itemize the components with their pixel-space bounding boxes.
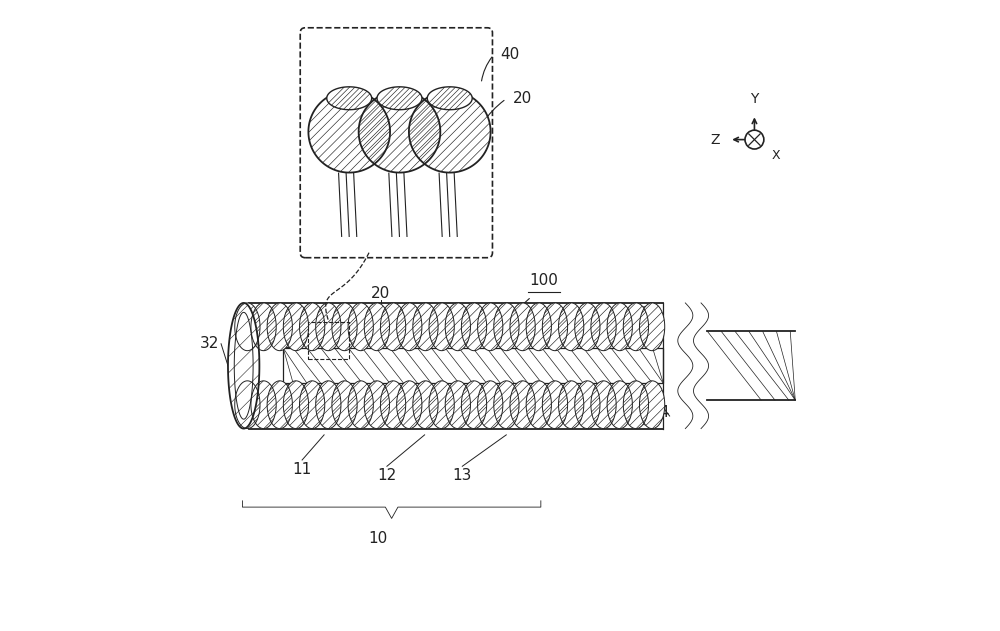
Polygon shape bbox=[283, 381, 309, 428]
Polygon shape bbox=[308, 91, 390, 172]
Polygon shape bbox=[300, 381, 325, 428]
Polygon shape bbox=[359, 91, 440, 172]
Polygon shape bbox=[409, 91, 491, 172]
Polygon shape bbox=[623, 381, 649, 428]
Text: 10: 10 bbox=[368, 531, 387, 546]
Polygon shape bbox=[494, 381, 519, 428]
Polygon shape bbox=[478, 381, 503, 428]
Polygon shape bbox=[427, 87, 472, 110]
Polygon shape bbox=[267, 303, 292, 351]
Polygon shape bbox=[526, 303, 551, 351]
Polygon shape bbox=[316, 303, 341, 351]
Polygon shape bbox=[251, 303, 276, 351]
Polygon shape bbox=[494, 303, 519, 351]
Polygon shape bbox=[591, 303, 616, 351]
Polygon shape bbox=[235, 381, 260, 428]
Polygon shape bbox=[639, 303, 665, 351]
Text: 100: 100 bbox=[530, 273, 558, 288]
Text: 12: 12 bbox=[377, 468, 397, 483]
Polygon shape bbox=[429, 303, 454, 351]
Polygon shape bbox=[591, 381, 616, 428]
Polygon shape bbox=[300, 303, 325, 351]
Text: 13: 13 bbox=[453, 468, 472, 483]
Polygon shape bbox=[559, 303, 584, 351]
Polygon shape bbox=[707, 331, 795, 400]
Polygon shape bbox=[380, 381, 406, 428]
Polygon shape bbox=[445, 381, 470, 428]
Polygon shape bbox=[461, 303, 487, 351]
Polygon shape bbox=[575, 303, 600, 351]
Text: 40: 40 bbox=[500, 47, 519, 62]
Polygon shape bbox=[607, 381, 632, 428]
Polygon shape bbox=[510, 381, 535, 428]
Text: 20: 20 bbox=[371, 286, 390, 301]
Text: 40: 40 bbox=[264, 408, 283, 423]
Polygon shape bbox=[377, 87, 422, 110]
Polygon shape bbox=[429, 381, 454, 428]
Polygon shape bbox=[526, 381, 551, 428]
Polygon shape bbox=[623, 303, 649, 351]
Polygon shape bbox=[542, 381, 568, 428]
Polygon shape bbox=[413, 381, 438, 428]
Polygon shape bbox=[607, 303, 632, 351]
Polygon shape bbox=[228, 303, 259, 428]
Polygon shape bbox=[559, 381, 584, 428]
Polygon shape bbox=[413, 303, 438, 351]
Polygon shape bbox=[380, 303, 406, 351]
Text: X: X bbox=[771, 149, 780, 162]
Polygon shape bbox=[364, 381, 390, 428]
Polygon shape bbox=[639, 381, 665, 428]
Polygon shape bbox=[575, 381, 600, 428]
Polygon shape bbox=[397, 303, 422, 351]
Circle shape bbox=[745, 130, 764, 149]
Polygon shape bbox=[283, 348, 663, 384]
Text: 11: 11 bbox=[292, 462, 312, 477]
Polygon shape bbox=[327, 87, 372, 110]
Polygon shape bbox=[316, 381, 341, 428]
Polygon shape bbox=[478, 303, 503, 351]
Polygon shape bbox=[461, 381, 487, 428]
Polygon shape bbox=[267, 381, 292, 428]
Polygon shape bbox=[397, 381, 422, 428]
Bar bbox=[308, 322, 349, 360]
Polygon shape bbox=[348, 381, 373, 428]
Polygon shape bbox=[445, 303, 470, 351]
FancyBboxPatch shape bbox=[300, 28, 492, 257]
Text: 20: 20 bbox=[513, 91, 532, 106]
Polygon shape bbox=[510, 303, 535, 351]
Text: 32: 32 bbox=[200, 336, 219, 351]
Polygon shape bbox=[235, 303, 260, 351]
Polygon shape bbox=[332, 381, 357, 428]
Polygon shape bbox=[332, 303, 357, 351]
Polygon shape bbox=[348, 303, 373, 351]
Text: Y: Y bbox=[750, 91, 759, 106]
Polygon shape bbox=[364, 303, 390, 351]
Text: 34: 34 bbox=[651, 405, 670, 420]
Polygon shape bbox=[542, 303, 568, 351]
Text: Z: Z bbox=[711, 133, 720, 146]
Polygon shape bbox=[283, 303, 309, 351]
Polygon shape bbox=[251, 381, 276, 428]
